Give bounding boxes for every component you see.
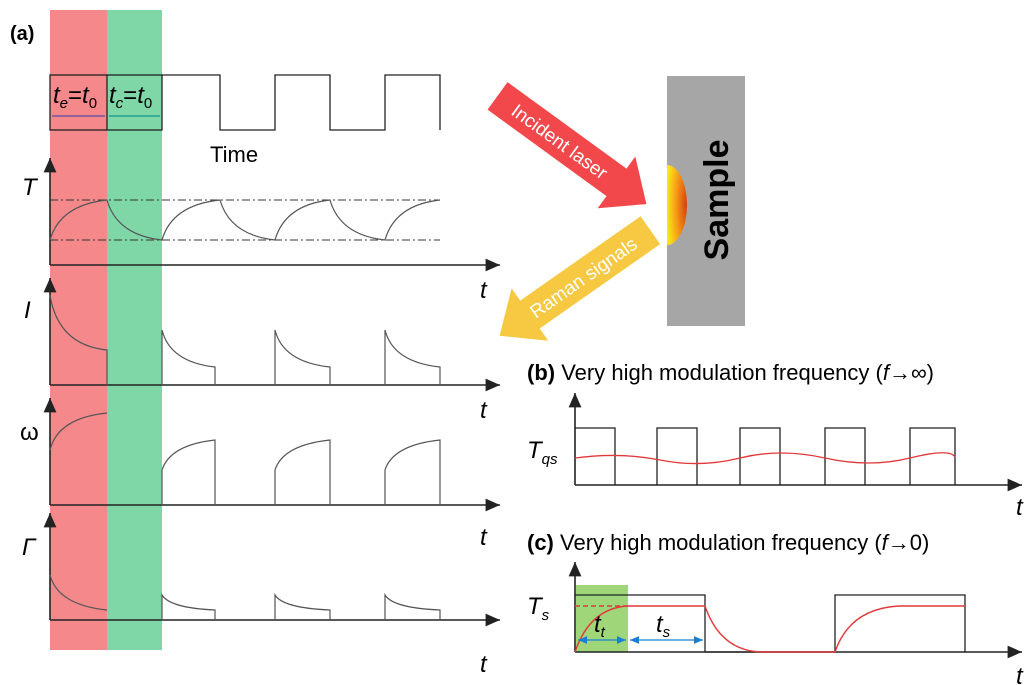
panel-title: (c) Very high modulation frequency (f→0) <box>527 530 929 555</box>
text-part: 0 <box>144 95 152 112</box>
text-part: = <box>123 82 137 109</box>
text-part: qs <box>542 451 558 468</box>
raman-arrow: Raman signals <box>481 204 668 362</box>
raman-label: Raman signals <box>527 234 642 323</box>
y-label: T <box>22 174 39 201</box>
quasi-steady-curve <box>575 453 955 464</box>
panel-title: (b) Very high modulation frequency (f→∞) <box>527 360 934 385</box>
x-label: t <box>1016 494 1024 521</box>
text-part: e <box>60 95 68 112</box>
text-part: = <box>68 82 82 109</box>
x-label: t <box>480 524 488 551</box>
incident-arrow: Incident laser <box>479 70 665 230</box>
text-part: Very high modulation frequency ( <box>560 530 882 555</box>
square-wave <box>575 595 965 652</box>
panel-label: (a) <box>10 23 34 45</box>
sample-label: Sample <box>698 140 736 261</box>
x-label: t <box>480 277 488 304</box>
y-label: I <box>24 297 31 324</box>
y-label: Ts <box>527 593 550 624</box>
text-part: →0) <box>888 530 930 555</box>
incident-label: Incident laser <box>507 101 611 185</box>
text-part: (b) <box>527 360 555 385</box>
y-label: ω <box>20 419 39 446</box>
ts-label: ts <box>656 611 671 641</box>
x-label: t <box>1016 663 1024 685</box>
text-part: 0 <box>89 95 97 112</box>
text-part: (c) <box>527 530 554 555</box>
text-part: s <box>663 624 671 641</box>
text-part: Very high modulation frequency ( <box>561 360 883 385</box>
y-label: Tqs <box>527 437 558 468</box>
text-part: →∞) <box>889 360 934 385</box>
y-label: Γ <box>22 534 37 561</box>
temperature-curve <box>575 606 965 652</box>
x-label: t <box>480 651 488 678</box>
time-label: Time <box>210 142 258 167</box>
x-label: t <box>480 397 488 424</box>
figure: (a) te=t0 tc=t0 Time T t I t ω t Γ t Sam… <box>0 0 1030 685</box>
text-part: s <box>542 607 550 624</box>
square-wave <box>162 75 440 130</box>
